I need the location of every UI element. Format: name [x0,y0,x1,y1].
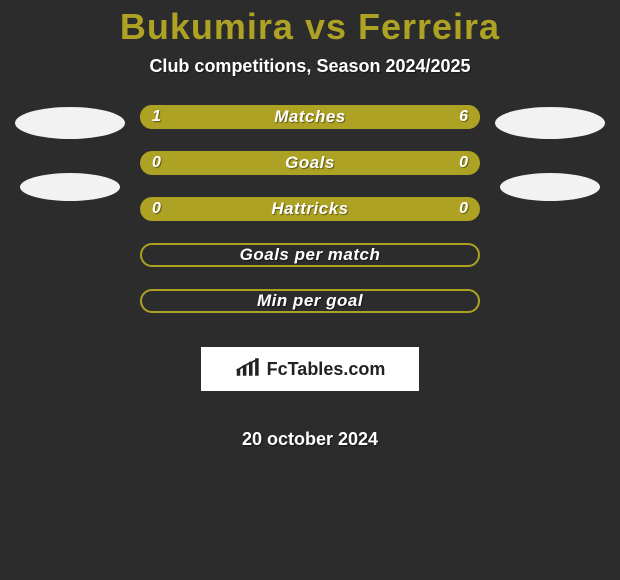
stat-bar-goals: 0 0 Goals [140,151,480,175]
stat-bar-hattricks: 0 0 Hattricks [140,197,480,221]
page-title: Bukumira vs Ferreira [120,6,500,48]
comparison-content: 1 6 Matches 0 0 Goals 0 0 Hattricks Go [0,105,620,450]
left-player-col [0,105,140,201]
player-badge-right-1 [495,107,605,139]
watermark-text: FcTables.com [267,359,386,380]
player-badge-right-2 [500,173,600,201]
watermark: FcTables.com [201,347,419,391]
player-badge-left-1 [15,107,125,139]
stat-bar-gpm: Goals per match [140,243,480,267]
date-label: 20 october 2024 [242,429,378,450]
player-badge-left-2 [20,173,120,201]
stat-bar-mpg: Min per goal [140,289,480,313]
stat-bar-matches: 1 6 Matches [140,105,480,129]
stat-label: Matches [140,105,480,129]
stat-label: Hattricks [140,197,480,221]
comparison-infographic: Bukumira vs Ferreira Club competitions, … [0,0,620,580]
stat-bars: 1 6 Matches 0 0 Goals 0 0 Hattricks Go [140,105,480,450]
right-player-col [480,105,620,201]
page-subtitle: Club competitions, Season 2024/2025 [149,56,470,77]
stat-label: Goals [140,151,480,175]
chart-icon [235,356,263,383]
